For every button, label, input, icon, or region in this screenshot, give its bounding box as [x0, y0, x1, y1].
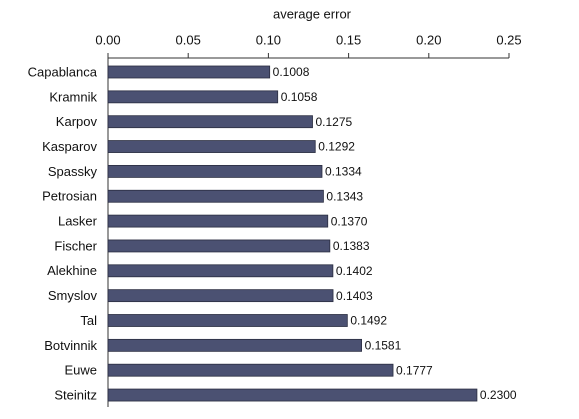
bar	[107, 65, 271, 79]
x-tick-label: 0.15	[336, 32, 361, 47]
bar	[107, 140, 316, 153]
value-label: 0.1058	[281, 90, 318, 104]
y-tick-label: Kasparov	[42, 139, 97, 154]
y-tick-label: Tal	[80, 313, 97, 328]
value-label: 0.1334	[325, 165, 362, 179]
y-tick-label: Kramnik	[49, 89, 97, 104]
value-label: 0.1402	[336, 264, 373, 278]
bar	[107, 338, 362, 352]
y-tick-label: Fischer	[54, 238, 97, 253]
y-tick-label: Botvinnik	[44, 338, 97, 353]
x-tick-label: 0.25	[496, 32, 521, 47]
y-tick-label: Capablanca	[28, 64, 98, 79]
x-tick-label: 0.00	[95, 32, 120, 47]
y-tick-label: Lasker	[58, 214, 98, 229]
value-label: 0.1292	[318, 140, 355, 154]
value-label: 0.1383	[333, 239, 370, 253]
bar	[107, 115, 313, 129]
bar	[107, 363, 394, 377]
bar	[107, 314, 348, 327]
bar	[107, 189, 324, 203]
y-tick-label: Euwe	[64, 363, 97, 378]
value-label: 0.1777	[396, 363, 433, 377]
bar	[107, 90, 279, 104]
bar	[107, 264, 334, 278]
x-tick-label: 0.05	[176, 32, 201, 47]
bar	[107, 164, 323, 178]
bar	[107, 239, 331, 253]
y-tick-label: Spassky	[48, 164, 98, 179]
y-tick-label: Smyslov	[48, 288, 98, 303]
bar	[107, 388, 478, 402]
bar	[107, 289, 334, 303]
value-label: 0.1492	[350, 314, 387, 328]
value-label: 0.2300	[480, 388, 517, 402]
value-label: 0.1403	[336, 289, 373, 303]
y-tick-label: Karpov	[56, 114, 98, 129]
y-tick-label: Steinitz	[54, 387, 97, 402]
x-tick-label: 0.20	[416, 32, 441, 47]
value-label: 0.1581	[365, 339, 402, 353]
y-tick-label: Alekhine	[47, 263, 97, 278]
value-label: 0.1343	[326, 189, 363, 203]
axis-title: average error	[273, 6, 352, 21]
bar	[107, 214, 329, 228]
value-label: 0.1275	[316, 115, 353, 129]
value-label: 0.1008	[273, 65, 310, 79]
x-tick-label: 0.10	[256, 32, 281, 47]
y-tick-label: Petrosian	[42, 189, 97, 204]
value-label: 0.1370	[331, 214, 368, 228]
